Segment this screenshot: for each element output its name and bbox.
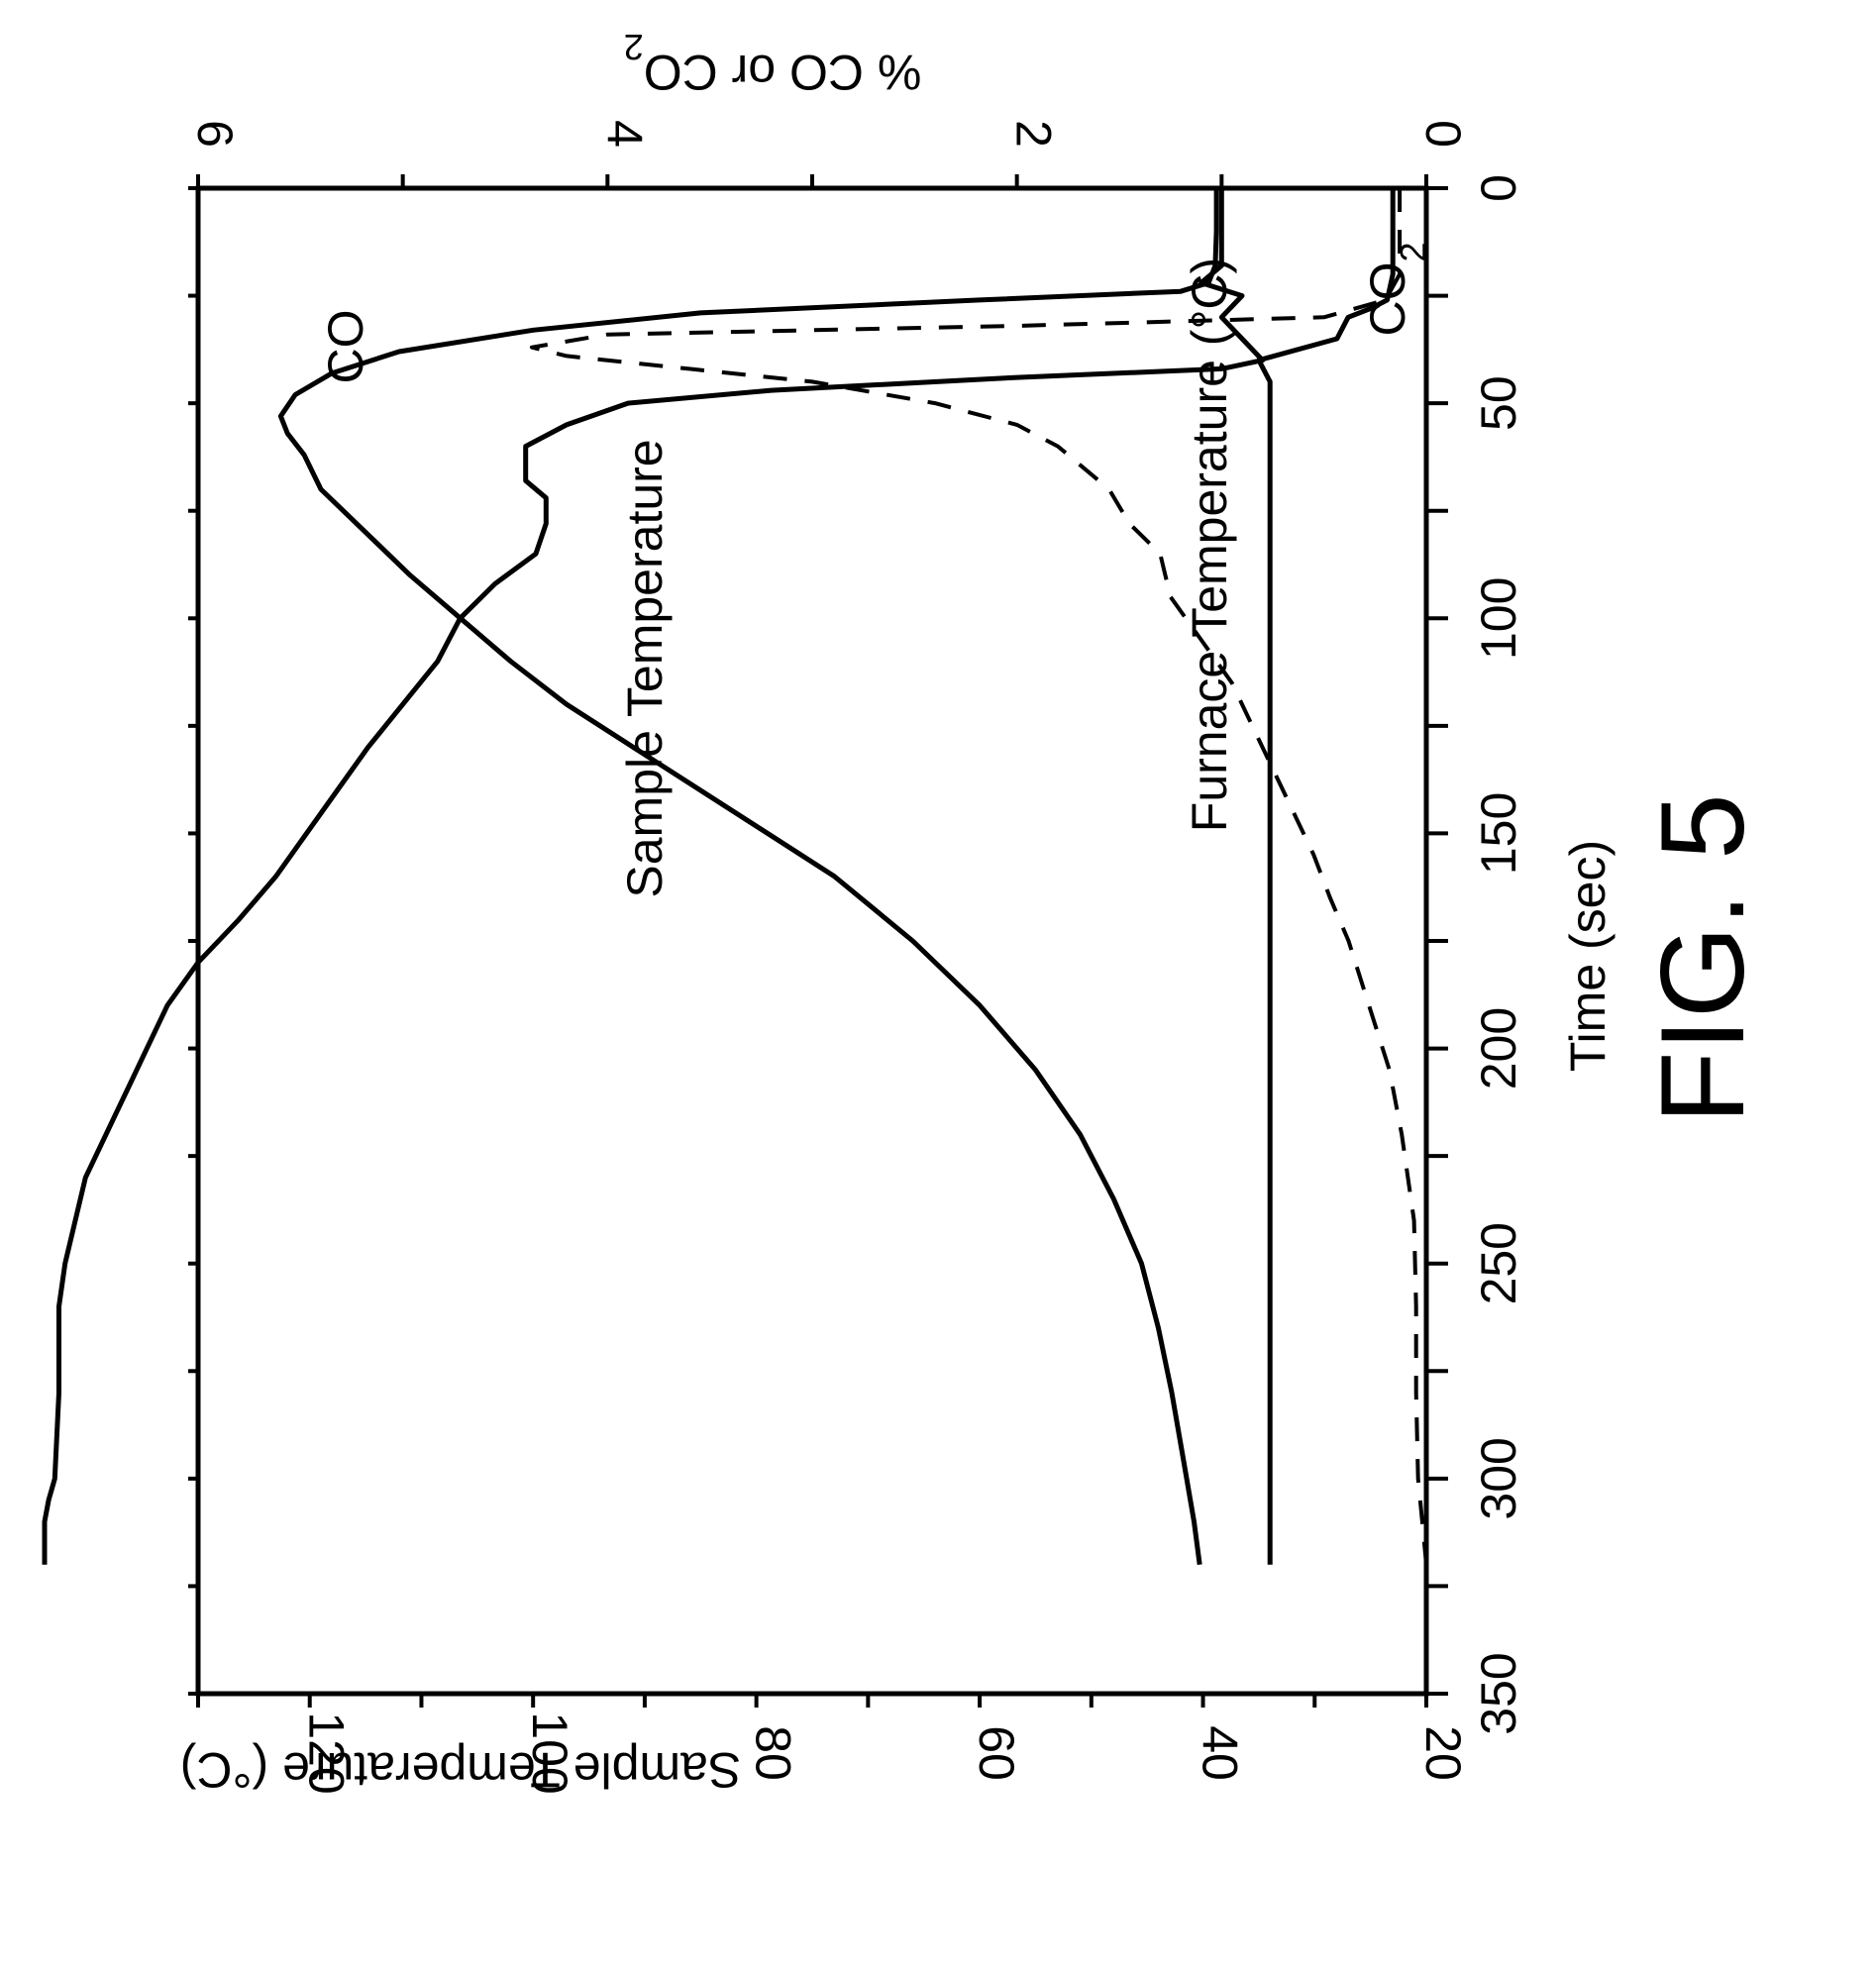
sample-temperature-label: Sample Temperature (617, 439, 673, 897)
percent-tick-label: 0 (1415, 120, 1471, 148)
time-tick-label: 250 (1471, 1222, 1526, 1304)
percent-tick-label: 4 (596, 120, 652, 148)
gas-percent-axis: 0 2 4 6 (187, 120, 1471, 188)
furnace-temperature-line (1259, 188, 1393, 1565)
co-label: CO (318, 310, 373, 384)
time-tick-label: 200 (1471, 1007, 1526, 1089)
percent-tick-label: 6 (187, 120, 243, 148)
time-tick-label: 350 (1471, 1652, 1526, 1734)
time-axis-title: Time (sec) (1560, 840, 1615, 1072)
plot-frame (198, 188, 1426, 1694)
gas-percent-axis-title: % CO or CO2 (624, 28, 922, 101)
time-tick-label: 0 (1471, 174, 1526, 202)
figure-caption: FIG. 5 (1636, 793, 1769, 1123)
plot-border (198, 188, 1426, 1694)
percent-tick-label: 2 (1006, 120, 1062, 148)
time-axis: 0 50 100 150 200 250 300 350 (188, 174, 1526, 1735)
sample-temperature-axis-title: Sample Temperature (°C) (180, 1742, 742, 1798)
temperature-tick-label: 40 (1193, 1725, 1248, 1781)
temperature-tick-label: 80 (746, 1725, 801, 1781)
time-tick-label: 50 (1471, 375, 1526, 431)
temperature-tick-label: 20 (1415, 1725, 1471, 1781)
time-tick-label: 150 (1471, 792, 1526, 875)
temperature-tick-label: 60 (969, 1725, 1024, 1781)
furnace-temperature-label: Furnace Temperature (°C) (1182, 258, 1237, 832)
time-tick-label: 100 (1471, 577, 1526, 660)
time-tick-label: 300 (1471, 1437, 1526, 1519)
co2-label: CO2 (1360, 242, 1433, 336)
